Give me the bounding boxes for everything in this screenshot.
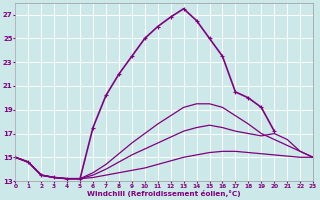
X-axis label: Windchill (Refroidissement éolien,°C): Windchill (Refroidissement éolien,°C) [87, 190, 241, 197]
